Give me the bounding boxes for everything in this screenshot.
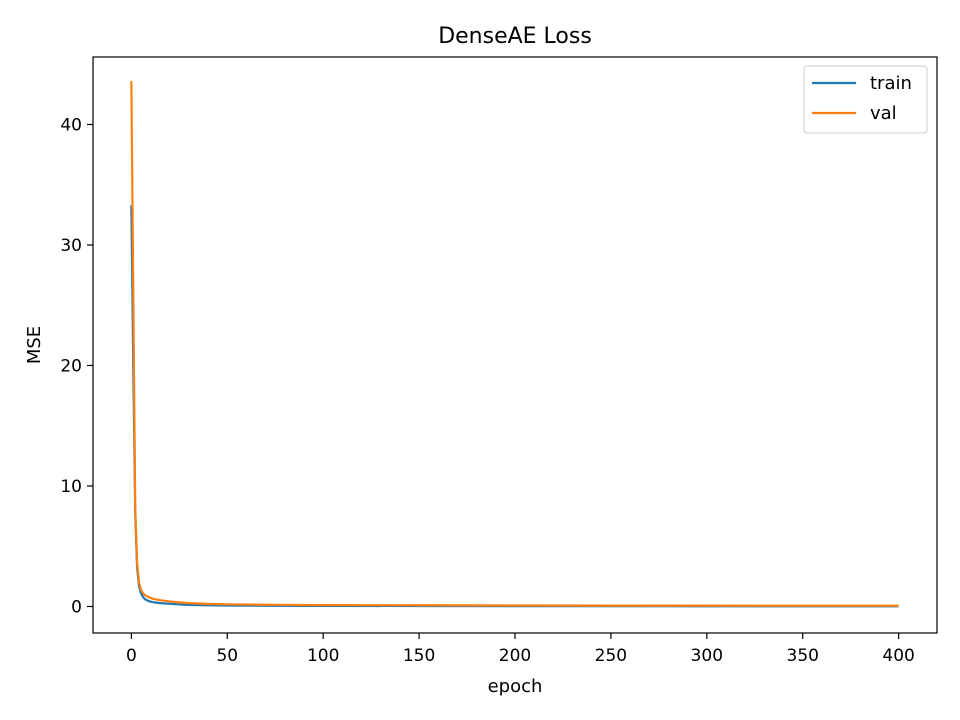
y-tick-label: 10 xyxy=(60,477,82,497)
legend: train val xyxy=(803,65,928,134)
legend-label-train: train xyxy=(870,73,912,94)
x-tick-label: 50 xyxy=(216,646,238,666)
legend-label-val: val xyxy=(870,103,897,124)
x-tick-label: 400 xyxy=(882,646,914,666)
y-axis-label: MSE xyxy=(24,326,45,364)
x-tick-label: 150 xyxy=(403,646,435,666)
y-tick-label: 0 xyxy=(71,597,82,617)
ticks-layer: 0 50 100 150 200 250 300 350 400 0 10 20 30 40 xyxy=(60,115,915,666)
x-tick-label: 300 xyxy=(691,646,723,666)
y-tick-label: 40 xyxy=(60,115,82,135)
x-tick-label: 100 xyxy=(307,646,339,666)
y-tick-label: 20 xyxy=(60,356,82,376)
x-tick-label: 0 xyxy=(126,646,137,666)
y-tick-label: 30 xyxy=(60,236,82,256)
chart-title: DenseAE Loss xyxy=(438,24,592,49)
plot-frame xyxy=(92,56,938,634)
x-tick-label: 200 xyxy=(499,646,531,666)
x-tick-label: 350 xyxy=(787,646,819,666)
series-line-val xyxy=(130,81,899,607)
x-tick-label: 250 xyxy=(595,646,627,666)
x-axis-label: epoch xyxy=(488,676,543,697)
series-layer xyxy=(130,81,899,608)
